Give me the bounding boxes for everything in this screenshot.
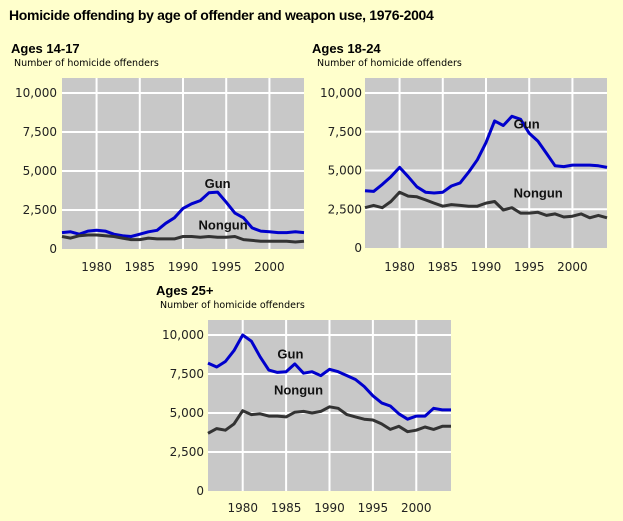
series-label-nongun: Nongun [199, 218, 248, 233]
panel-title: Ages 14-17 [11, 41, 80, 56]
y-tick-label: 0 [196, 484, 204, 498]
x-tick-label: 1995 [211, 260, 242, 274]
y-tick-label: 5,000 [170, 406, 204, 420]
panel-title: Ages 25+ [156, 283, 214, 298]
series-label-nongun: Nongun [274, 382, 323, 397]
x-tick-label: 2000 [254, 260, 285, 274]
y-axis-label: Number of homicide offenders [14, 58, 159, 69]
y-axis-label: Number of homicide offenders [160, 300, 305, 311]
x-tick-label: 1980 [384, 260, 415, 274]
x-tick-label: 1990 [314, 501, 345, 515]
figure-title: Homicide offending by age of offender an… [9, 7, 434, 23]
x-tick-label: 1990 [471, 260, 502, 274]
y-tick-label: 7,500 [328, 125, 362, 139]
x-tick-label: 1995 [358, 501, 389, 515]
series-label-gun: Gun [277, 346, 303, 361]
y-tick-label: 10,000 [320, 86, 362, 100]
panel-2: Ages 18-24 Number of homicide offenders 0 2… [312, 41, 608, 274]
y-tick-label: 10,000 [162, 328, 204, 342]
x-tick-label: 1985 [428, 260, 459, 274]
y-axis-label: Number of homicide offenders [317, 58, 462, 69]
x-tick-label: 1985 [125, 260, 156, 274]
panel-3: Ages 25+ Number of homicide offenders 0 2,5… [156, 283, 452, 515]
x-tick-label: 2000 [557, 260, 588, 274]
y-tick-label: 7,500 [23, 125, 57, 139]
x-tick-label: 1995 [514, 260, 545, 274]
y-tick-label: 0 [354, 241, 362, 255]
x-tick-label: 1980 [81, 260, 112, 274]
series-label-nongun: Nongun [514, 186, 563, 201]
x-tick-label: 1980 [227, 501, 258, 515]
series-label-gun: Gun [205, 176, 231, 191]
y-tick-label: 2,500 [328, 202, 362, 216]
x-tick-label: 1990 [168, 260, 199, 274]
y-tick-label: 10,000 [15, 86, 57, 100]
x-tick-label: 1985 [271, 501, 302, 515]
y-tick-label: 2,500 [23, 203, 57, 217]
y-tick-label: 2,500 [170, 445, 204, 459]
y-tick-label: 5,000 [328, 164, 362, 178]
panel-title: Ages 18-24 [312, 41, 381, 56]
panel-1: Ages 14-17 Number of homicide offenders 0 2… [11, 41, 305, 274]
x-tick-label: 2000 [401, 501, 432, 515]
y-tick-label: 5,000 [23, 164, 57, 178]
y-tick-label: 0 [49, 242, 57, 256]
y-tick-label: 7,500 [170, 367, 204, 381]
series-label-gun: Gun [514, 117, 540, 132]
